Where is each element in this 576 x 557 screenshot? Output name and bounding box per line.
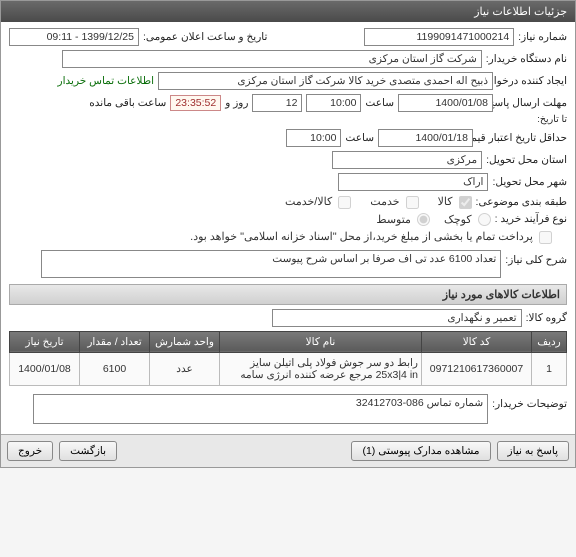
window-title: جزئیات اطلاعات نیاز [474,6,567,18]
need-number-value: 1199091471000214 [364,28,514,46]
budget-label: طبقه بندی موضوعی: [476,196,567,208]
checkbox-service [406,196,419,209]
col-name: نام کالا [220,331,422,352]
footer-toolbar: پاسخ به نیاز مشاهده مدارک پیوستی (1) باز… [1,434,575,467]
deadline-date: 1400/01/08 [398,94,493,112]
days-count: 12 [252,94,302,112]
to-date-label: تا تاریخ: [497,114,567,125]
cell-qty: 6100 [80,352,150,385]
buyer-notes: شماره تماس 086-32412703 [33,394,488,424]
validity-label: حداقل تاریخ اعتبار قیمت: [477,132,567,144]
reply-button[interactable]: پاسخ به نیاز [497,441,569,461]
checkbox-service-label: خدمت [370,195,418,209]
cell-row: 1 [532,352,567,385]
creator-value: ذبیح اله احمدی متصدی خرید کالا شرکت گاز … [158,72,493,90]
validity-date: 1400/01/18 [378,129,473,147]
hour-label-2: ساعت [345,132,374,144]
table-row[interactable]: 1 0971210617360007 رابط دو سر جوش فولاد … [10,352,567,385]
need-number-label: شماره نیاز: [518,31,567,43]
hour-label-1: ساعت [365,97,394,109]
city-label: شهر محل تحویل: [492,176,567,188]
announce-value: 1399/12/25 - 09:11 [9,28,139,46]
province-value: مرکزی [332,151,482,169]
contact-link[interactable]: اطلاعات تماس خریدار [58,75,154,87]
days-and-label: روز و [225,97,248,109]
announce-label: تاریخ و ساعت اعلان عمومی: [143,31,267,43]
checkbox-goods-label: کالا [438,195,472,209]
city-value: اراک [338,173,488,191]
col-date: تاریخ نیاز [10,331,80,352]
purchase-type-label: نوع فرآیند خرید : [495,213,567,225]
radio-small [478,213,491,226]
need-details-window: جزئیات اطلاعات نیاز شماره نیاز: 11990914… [0,0,576,468]
summary-value: تعداد 6100 عدد تی اف صرفا بر اساس شرح پی… [41,250,501,278]
checkbox-payment [539,231,552,244]
cell-code: 0971210617360007 [422,352,532,385]
window-titlebar: جزئیات اطلاعات نیاز [1,1,575,22]
province-label: استان محل تحویل: [486,154,567,166]
cell-name: رابط دو سر جوش فولاد پلی اتیلن سایز 25x3… [220,352,422,385]
checkbox-goods [459,196,472,209]
col-unit: واحد شمارش [150,331,220,352]
close-button[interactable]: خروج [7,441,53,461]
buyer-notes-label: توضیحات خریدار: [492,394,567,410]
checkbox-goods-service-label: کالا/خدمت [285,195,351,209]
col-qty: تعداد / مقدار [80,331,150,352]
group-label: گروه کالا: [526,312,567,324]
attachments-button[interactable]: مشاهده مدارک پیوستی (1) [351,441,490,461]
col-code: کد کالا [422,331,532,352]
countdown-timer: 23:35:52 [170,95,221,111]
buyer-org-label: نام دستگاه خریدار: [486,53,567,65]
creator-label: ایجاد کننده درخواست: [497,75,567,87]
items-table: ردیف کد کالا نام کالا واحد شمارش تعداد /… [9,331,567,386]
col-row: ردیف [532,331,567,352]
deadline-time: 10:00 [306,94,361,112]
radio-medium-label: متوسط [376,213,430,227]
items-section-header: اطلاعات کالاهای مورد نیاز [9,284,567,305]
cell-date: 1400/01/08 [10,352,80,385]
table-header-row: ردیف کد کالا نام کالا واحد شمارش تعداد /… [10,331,567,352]
main-content: شماره نیاز: 1199091471000214 تاریخ و ساع… [1,22,575,434]
radio-medium [417,213,430,226]
summary-label: شرح کلی نیاز: [505,250,567,266]
buyer-org-value: شرکت گاز استان مرکزی [62,50,482,68]
group-value: تعمیر و نگهداری [272,309,522,327]
radio-small-label: کوچک [444,213,491,227]
checkbox-goods-service [338,196,351,209]
payment-note-label: پرداخت تمام یا بخشی از مبلغ خرید،از محل … [190,230,552,244]
deadline-label: مهلت ارسال پاسخ: [497,97,567,109]
back-button[interactable]: بازگشت [59,441,117,461]
validity-time: 10:00 [286,129,341,147]
cell-unit: عدد [150,352,220,385]
remaining-label: ساعت باقی مانده [89,97,166,109]
